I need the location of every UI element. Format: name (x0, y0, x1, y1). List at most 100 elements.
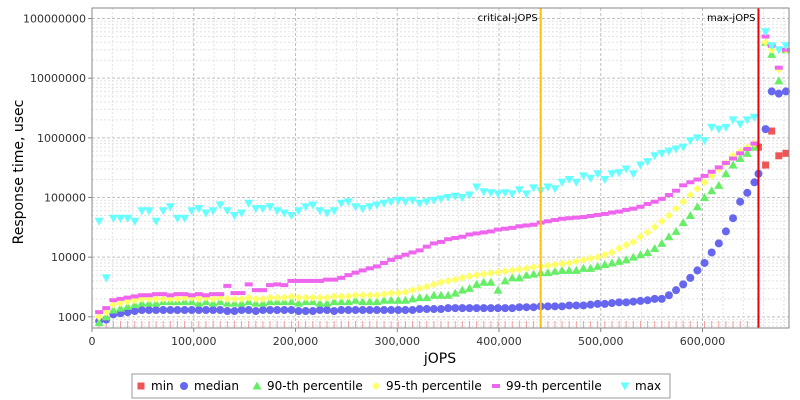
point-max (742, 116, 752, 125)
point-90-th-percentile (400, 295, 410, 304)
point-median (444, 304, 453, 313)
point-99-th-percentile (401, 252, 410, 257)
point-max (422, 198, 432, 207)
point-median (337, 306, 346, 315)
legend-label: 95-th percentile (386, 379, 482, 393)
point-99-th-percentile (593, 212, 602, 217)
point-95-th-percentile (337, 292, 346, 301)
point-median (721, 227, 730, 236)
point-median (501, 304, 510, 313)
point-max (543, 183, 553, 192)
point-95-th-percentile (344, 292, 353, 301)
point-95-th-percentile (244, 293, 253, 302)
point-90-th-percentile (443, 290, 453, 299)
point-max (650, 152, 660, 161)
point-95-th-percentile (95, 312, 104, 321)
point-95-th-percentile (522, 264, 531, 273)
point-max (158, 207, 168, 216)
point-median (657, 294, 666, 303)
point-max (464, 191, 474, 200)
point-median (522, 303, 531, 312)
point-99-th-percentile (144, 293, 153, 298)
point-99-th-percentile (774, 65, 783, 70)
point-min (768, 127, 776, 135)
series-99-th-percentile (95, 34, 790, 315)
point-95-th-percentile (280, 293, 289, 302)
point-90-th-percentile (774, 76, 784, 85)
point-99-th-percentile (123, 295, 132, 300)
point-99-th-percentile (636, 204, 645, 209)
axes (91, 7, 790, 329)
point-median (144, 306, 153, 315)
point-median (351, 306, 360, 315)
point-max (279, 209, 289, 218)
point-99-th-percentile (629, 206, 638, 211)
point-99-th-percentile (672, 188, 681, 193)
point-90-th-percentile (521, 270, 531, 279)
point-median (273, 306, 282, 315)
point-max (671, 145, 681, 154)
point-95-th-percentile (643, 228, 652, 237)
point-99-th-percentile (657, 196, 666, 201)
point-median (543, 302, 552, 311)
point-max (244, 199, 254, 208)
point-90-th-percentile (557, 265, 567, 274)
point-median (586, 300, 595, 309)
point-95-th-percentile (223, 294, 232, 303)
point-max (700, 137, 710, 146)
point-90-th-percentile (123, 301, 133, 310)
point-median (244, 306, 253, 315)
point-max (774, 46, 784, 55)
point-max (564, 176, 574, 185)
point-median (415, 305, 424, 314)
point-99-th-percentile (743, 147, 752, 152)
legend-label: max (635, 379, 661, 393)
point-95-th-percentile (251, 294, 260, 303)
point-min (762, 161, 770, 169)
point-90-th-percentile (614, 256, 624, 265)
point-95-th-percentile (415, 284, 424, 293)
point-99-th-percentile (586, 213, 595, 218)
point-90-th-percentile (415, 293, 425, 302)
point-99-th-percentile (273, 282, 282, 287)
point-95-th-percentile (237, 294, 246, 303)
point-median (743, 188, 752, 197)
point-max (436, 195, 446, 204)
point-max (479, 188, 489, 197)
point-90-th-percentile (600, 260, 610, 269)
point-99-th-percentile (437, 239, 446, 244)
point-99-th-percentile (707, 169, 716, 174)
point-95-th-percentile (116, 299, 125, 308)
point-99-th-percentile (201, 293, 210, 298)
point-median (323, 306, 332, 315)
point-median (593, 299, 602, 308)
point-95-th-percentile (109, 300, 118, 309)
point-max (749, 113, 759, 122)
point-90-th-percentile (94, 318, 104, 327)
point-99-th-percentile (209, 292, 218, 297)
point-median (194, 306, 203, 315)
point-95-th-percentile (501, 267, 510, 276)
point-95-th-percentile (380, 290, 389, 299)
point-90-th-percentile (742, 148, 752, 157)
point-95-th-percentile (615, 244, 624, 253)
point-median (679, 280, 688, 289)
point-95-th-percentile (308, 293, 317, 302)
point-max (571, 178, 581, 187)
point-max (400, 198, 410, 207)
y-tick-label: 10000 (51, 251, 86, 264)
point-95-th-percentile (607, 248, 616, 257)
point-max (123, 214, 133, 223)
point-median (572, 301, 581, 310)
point-95-th-percentile (629, 237, 638, 246)
legend-swatch (252, 381, 262, 390)
point-median (607, 299, 616, 308)
point-90-th-percentile (457, 285, 467, 294)
point-min (782, 149, 790, 157)
point-99-th-percentile (501, 226, 510, 231)
point-90-th-percentile (365, 297, 375, 306)
point-90-th-percentile (714, 180, 724, 189)
point-99-th-percentile (287, 278, 296, 283)
point-99-th-percentile (95, 310, 104, 315)
point-median (365, 306, 374, 315)
